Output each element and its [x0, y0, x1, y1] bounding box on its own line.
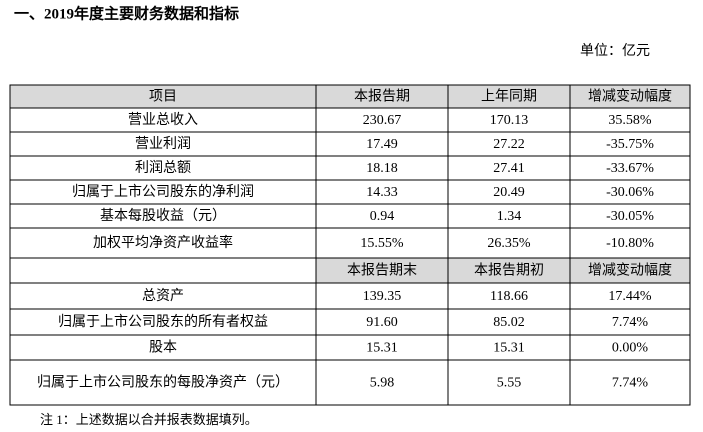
cell-text: -33.67% — [606, 161, 654, 176]
cell-text: 1.34 — [497, 209, 522, 224]
table-cell — [9, 308, 317, 336]
unit-label: 单位：亿元 — [580, 43, 650, 59]
cell-text: 27.41 — [493, 161, 525, 176]
header-cell-text: 项目 — [149, 90, 177, 105]
table-cell — [315, 308, 449, 336]
footnote: 注 1：上述数据以合并报表数据填列。 — [40, 412, 258, 427]
cell-text: 0.94 — [370, 209, 395, 224]
cell-text: 营业利润 — [135, 136, 191, 152]
table-cell — [9, 257, 317, 284]
table-cell — [569, 203, 691, 229]
table-cell — [9, 334, 317, 361]
header-cell-text: 上年同期 — [481, 89, 537, 105]
cell-text: 营业总收入 — [128, 112, 198, 128]
cell-text: 85.02 — [493, 315, 525, 330]
cell-text: 总资产 — [142, 288, 184, 304]
cell-text: 170.13 — [490, 113, 529, 128]
table-cell — [9, 203, 317, 229]
cell-text: 17.44% — [608, 289, 652, 304]
table-cell — [9, 107, 317, 133]
table-cell — [569, 179, 691, 205]
cell-text: -35.75% — [606, 137, 654, 152]
table-cell — [569, 155, 691, 181]
cell-text: 加权平均净资产收益率 — [93, 234, 233, 251]
cell-text: 18.18 — [366, 161, 398, 176]
cell-text: 230.67 — [363, 113, 402, 128]
cell-text: 14.33 — [366, 185, 398, 200]
cell-text: 基本每股收益（元） — [100, 207, 226, 224]
cell-text: 归属于上市公司股东的每股净资产（元） — [37, 374, 289, 391]
table-cell — [315, 359, 449, 406]
table-cell — [315, 334, 449, 361]
table-cell — [315, 155, 449, 181]
header-cell-text: 本报告期 — [354, 89, 410, 105]
cell-text: 26.35% — [487, 236, 531, 251]
header-cell-text: 增减变动幅度 — [588, 89, 672, 105]
cell-text: 91.60 — [366, 315, 398, 330]
cell-text: 15.31 — [493, 341, 525, 356]
cell-text: 17.49 — [366, 137, 398, 152]
table-cell — [569, 227, 691, 259]
section-title: 一、2019年度主要财务数据和指标 — [14, 4, 239, 22]
table-cell — [447, 257, 571, 284]
cell-text: 股本 — [149, 340, 177, 356]
cell-text: -30.06% — [606, 185, 654, 200]
cell-text: 利润总额 — [135, 160, 191, 176]
header-cell-text: 本报告期初 — [474, 262, 544, 279]
cell-text: 5.55 — [497, 376, 522, 391]
table-cell — [569, 107, 691, 133]
cell-text: -10.80% — [606, 236, 654, 251]
cell-text: -30.05% — [606, 209, 654, 224]
cell-text: 35.58% — [608, 113, 652, 128]
table-cell — [9, 155, 317, 181]
table-cell — [569, 334, 691, 361]
cell-text: 5.98 — [370, 376, 395, 391]
cell-text: 归属于上市公司股东的所有者权益 — [58, 313, 268, 330]
table-cell — [569, 359, 691, 406]
table-cell — [315, 107, 449, 133]
table-cell — [447, 334, 571, 361]
table-cell — [569, 131, 691, 157]
table-cell — [569, 308, 691, 336]
table-cell — [315, 227, 449, 259]
header-cell-text: 本报告期末 — [347, 263, 417, 279]
cell-text: 139.35 — [363, 289, 402, 304]
cell-text: 20.49 — [493, 185, 525, 200]
cell-text: 7.74% — [612, 315, 649, 330]
cell-text: 归属于上市公司股东的净利润 — [72, 183, 254, 200]
cell-text: 0.00% — [612, 341, 649, 356]
table-cell — [569, 257, 691, 284]
cell-text: 15.31 — [366, 341, 398, 356]
cell-text: 15.55% — [360, 236, 404, 251]
header-cell-text: 增减变动幅度 — [588, 263, 672, 279]
table-cell — [9, 359, 317, 406]
cell-text: 7.74% — [612, 376, 649, 391]
table-cell — [447, 359, 571, 406]
cell-text: 118.66 — [490, 289, 528, 304]
table-cell — [315, 203, 449, 229]
cell-text: 27.22 — [493, 137, 525, 152]
table-cell — [447, 131, 571, 157]
